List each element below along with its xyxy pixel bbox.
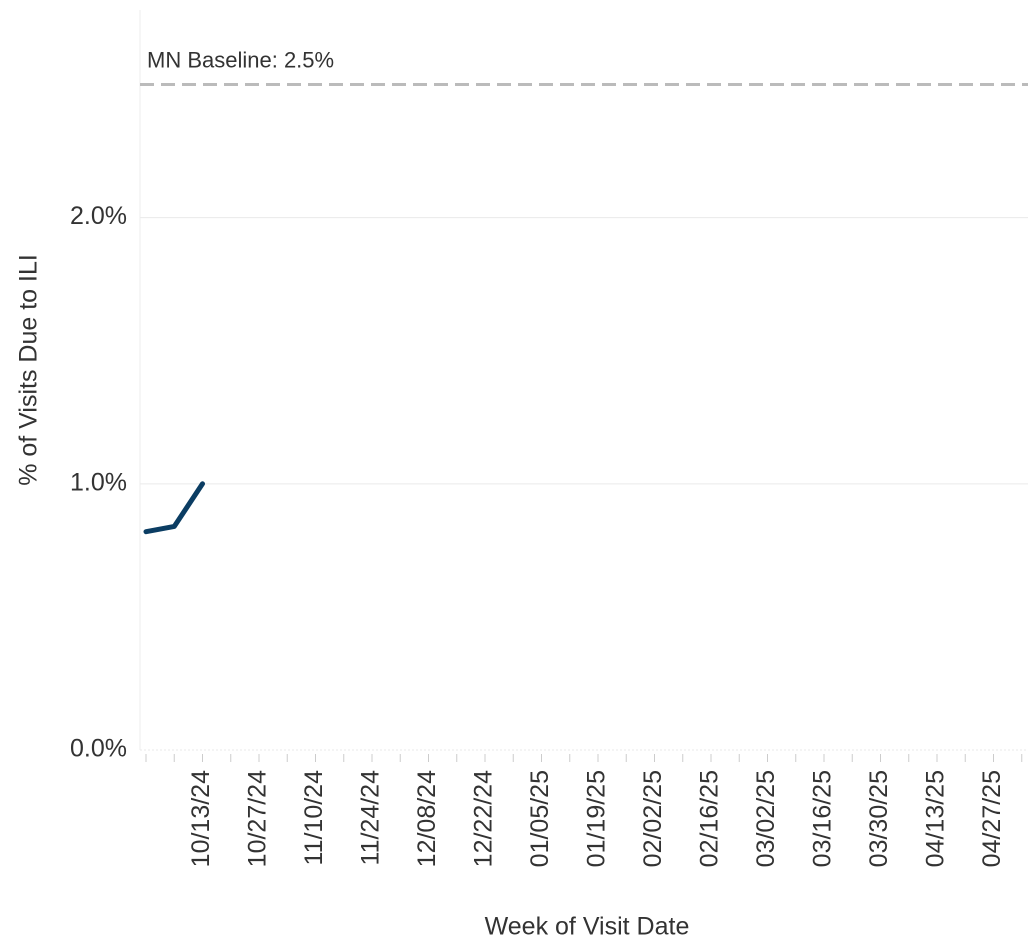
y-tick-label: 1.0% xyxy=(70,468,127,496)
x-tick-label: 10/27/24 xyxy=(244,770,272,867)
x-tick-label: 03/30/25 xyxy=(865,770,893,867)
x-tick-label: 11/24/24 xyxy=(357,770,385,866)
x-tick-label: 12/08/24 xyxy=(413,770,441,867)
y-tick-label: 0.0% xyxy=(70,735,127,763)
y-tick-label: 2.0% xyxy=(70,202,127,230)
y-axis-title: % of Visits Due to ILI xyxy=(15,254,43,486)
x-tick-label: 04/27/25 xyxy=(978,770,1006,867)
line-series xyxy=(143,481,205,535)
baseline-label: MN Baseline: 2.5% xyxy=(147,47,334,72)
x-tick-label: 02/16/25 xyxy=(696,770,724,867)
x-tick-label: 11/10/24 xyxy=(300,770,328,866)
x-tick-label: 04/13/25 xyxy=(922,770,950,867)
x-tick-label: 03/16/25 xyxy=(809,770,837,867)
x-tick-label: 01/05/25 xyxy=(526,770,554,867)
x-tick-label: 02/02/25 xyxy=(639,770,667,867)
x-tick-label: 10/13/24 xyxy=(187,770,215,867)
x-axis-title: Week of Visit Date xyxy=(485,913,690,941)
x-tick-label: 03/02/25 xyxy=(752,770,780,867)
x-tick-label: 12/22/24 xyxy=(470,770,498,867)
x-tick-label: 01/19/25 xyxy=(583,770,611,867)
